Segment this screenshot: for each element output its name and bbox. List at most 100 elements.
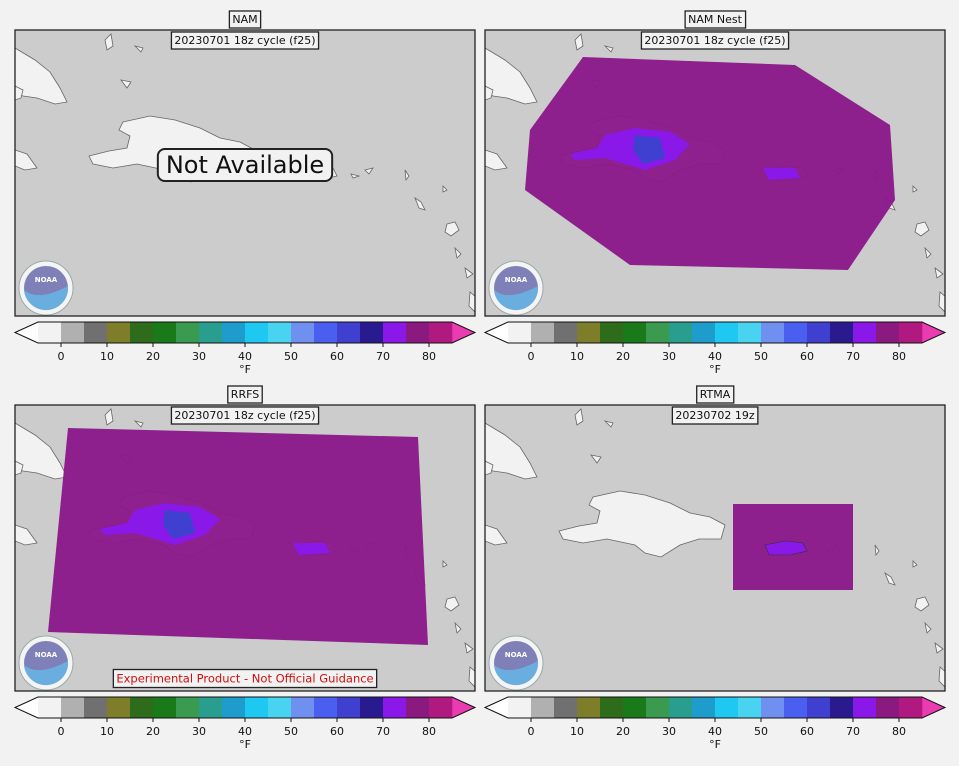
logo-text: NOAA — [505, 276, 528, 284]
colorbar-bin — [807, 322, 831, 343]
colorbar-bin — [692, 697, 716, 718]
panel-subtitle-box — [671, 406, 759, 425]
colorbar-bin — [199, 697, 223, 718]
colorbar-tick-label: 80 — [892, 350, 906, 363]
colorbar-bin — [807, 697, 831, 718]
noaa-logo: NOAA — [18, 635, 74, 691]
colorbar-tick-label: 40 — [708, 350, 722, 363]
colorbar-tick-label: 30 — [192, 725, 206, 738]
panel: NOAA RRFS 20230701 18z cycle (f25) Experime… — [13, 385, 477, 751]
map-frame — [484, 29, 946, 317]
map: NOAA — [485, 405, 945, 691]
colorbar: 0 10 20 30 40 50 60 70 80 °F — [13, 321, 477, 376]
logo-text: NOAA — [35, 276, 58, 284]
colorbar-tick-label: 0 — [528, 725, 535, 738]
colorbar-bin — [876, 322, 900, 343]
colorbar-over — [922, 322, 945, 343]
map: NOAA — [15, 405, 475, 691]
panel-subtitle: 20230701 18z cycle (f25) — [174, 34, 315, 47]
colorbar-bin — [623, 322, 647, 343]
colorbar-label: °F — [709, 738, 721, 751]
colorbar-tick-label: 30 — [662, 350, 676, 363]
colorbar-bin — [669, 697, 693, 718]
map-frame — [14, 29, 476, 317]
colorbar-bin — [429, 322, 453, 343]
colorbar-bin — [600, 322, 624, 343]
colorbar-tick-label: 70 — [376, 350, 390, 363]
model-domain — [525, 57, 895, 270]
colorbar: 0 10 20 30 40 50 60 70 80 °F — [13, 696, 477, 751]
panel-subtitle-box — [170, 406, 320, 425]
noaa-logo: NOAA — [18, 260, 74, 316]
colorbar-outline — [13, 696, 477, 719]
colorbar-bin — [84, 697, 108, 718]
colorbar-bin — [176, 697, 200, 718]
colorbar-bin — [268, 322, 292, 343]
colorbar-tick-label: 20 — [616, 725, 630, 738]
panel-subtitle: 20230701 18z cycle (f25) — [644, 34, 785, 47]
colorbar: 0 10 20 30 40 50 60 70 80 °F — [483, 321, 947, 376]
colorbar-bin — [853, 322, 877, 343]
colorbar-bin — [245, 322, 269, 343]
colorbar-bin — [692, 322, 716, 343]
not-available-box — [156, 148, 334, 182]
colorbar-outline — [483, 696, 947, 719]
panel-title-box — [227, 385, 263, 404]
colorbar-tick-label: 60 — [800, 350, 814, 363]
colorbar-label: °F — [709, 363, 721, 376]
panel: NOAA RTMA 20230702 19z 0 10 20 30 40 50 60 70 80 °F — [483, 385, 947, 751]
panel-title: RTMA — [700, 388, 731, 401]
colorbar-bin — [738, 322, 762, 343]
panel-title: NAM — [232, 13, 257, 26]
colorbar-bin — [38, 697, 62, 718]
colorbar-bin — [222, 322, 246, 343]
panel-subtitle: 20230701 18z cycle (f25) — [174, 409, 315, 422]
logo-sea — [494, 286, 539, 311]
colorbar-tick-label: 70 — [376, 725, 390, 738]
colorbar-tick-label: 60 — [330, 725, 344, 738]
colorbar-tick-label: 80 — [892, 725, 906, 738]
noaa-logo: NOAA — [488, 260, 544, 316]
colorbar-bin — [130, 322, 154, 343]
colorbar-bin — [508, 697, 532, 718]
colorbar-bin — [406, 697, 430, 718]
colorbar-tick-label: 10 — [570, 725, 584, 738]
colorbar-bin — [715, 697, 739, 718]
colorbar-under — [485, 322, 508, 343]
logo-sea — [494, 661, 539, 686]
colorbar-bin — [61, 322, 85, 343]
colorbar-tick-label: 30 — [192, 350, 206, 363]
colorbar-bin — [899, 322, 923, 343]
colorbar-bin — [761, 697, 785, 718]
colorbar-tick-label: 80 — [422, 350, 436, 363]
colorbar-tick-label: 40 — [238, 725, 252, 738]
colorbar-tick-label: 40 — [238, 350, 252, 363]
colorbar-bin — [130, 697, 154, 718]
colorbar-bin — [268, 697, 292, 718]
panel-subtitle-box — [170, 31, 320, 50]
colorbar-under — [485, 697, 508, 718]
map: NOAA — [485, 30, 945, 316]
colorbar-bin — [314, 322, 338, 343]
colorbar-bin — [107, 322, 131, 343]
colorbar-bin — [291, 697, 315, 718]
colorbar-tick-label: 80 — [422, 725, 436, 738]
logo-text: NOAA — [35, 651, 58, 659]
panel-title-box — [696, 385, 735, 404]
noaa-logo: NOAA — [488, 635, 544, 691]
map-frame — [484, 404, 946, 692]
colorbar-bin — [61, 697, 85, 718]
colorbar-bin — [646, 322, 670, 343]
logo-text: NOAA — [505, 651, 528, 659]
colorbar-bin — [669, 322, 693, 343]
panel: NOAA NAM Nest 20230701 18z cycle (f25) 0 10 2… — [483, 10, 947, 376]
colorbar-tick-label: 10 — [570, 350, 584, 363]
ocean — [485, 405, 945, 691]
colorbar-over — [922, 697, 945, 718]
colorbar-bin — [899, 697, 923, 718]
colorbar-bin — [38, 322, 62, 343]
colorbar-bin — [429, 697, 453, 718]
colorbar-bin — [508, 322, 532, 343]
colorbar-bin — [531, 322, 555, 343]
panel-title: RRFS — [231, 388, 259, 401]
